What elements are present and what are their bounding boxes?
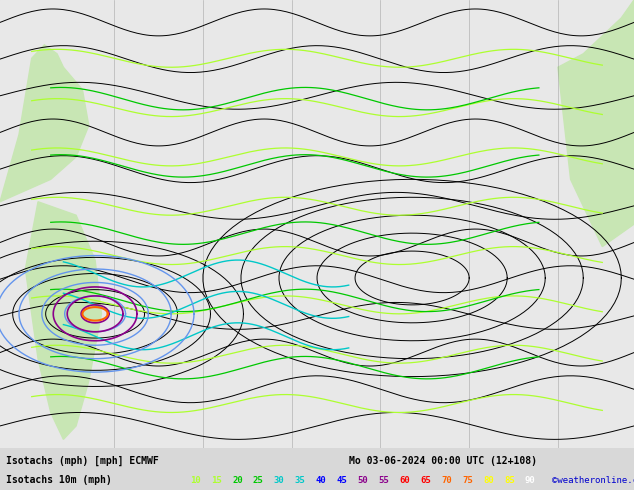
Text: Isotachs (mph) [mph] ECMWF: Isotachs (mph) [mph] ECMWF: [6, 456, 159, 466]
Text: 45: 45: [337, 476, 347, 485]
Text: 30: 30: [274, 476, 285, 485]
Polygon shape: [558, 0, 634, 246]
Text: Mo 03-06-2024 00:00 UTC (12+108): Mo 03-06-2024 00:00 UTC (12+108): [349, 456, 537, 466]
Text: 75: 75: [462, 476, 473, 485]
Text: 90: 90: [525, 476, 536, 485]
Polygon shape: [25, 202, 101, 440]
Text: 10: 10: [190, 476, 201, 485]
Text: 65: 65: [420, 476, 431, 485]
Text: 20: 20: [232, 476, 243, 485]
Text: 55: 55: [378, 476, 389, 485]
Text: 25: 25: [253, 476, 264, 485]
Text: 35: 35: [295, 476, 306, 485]
Text: 40: 40: [316, 476, 327, 485]
Text: 70: 70: [441, 476, 452, 485]
Polygon shape: [0, 45, 89, 202]
Text: 85: 85: [504, 476, 515, 485]
Text: 80: 80: [483, 476, 494, 485]
Text: Isotachs 10m (mph): Isotachs 10m (mph): [6, 475, 112, 485]
Text: 15: 15: [211, 476, 222, 485]
Text: 50: 50: [358, 476, 368, 485]
Text: 60: 60: [399, 476, 410, 485]
Text: ©weatheronline.co.uk: ©weatheronline.co.uk: [552, 476, 634, 485]
